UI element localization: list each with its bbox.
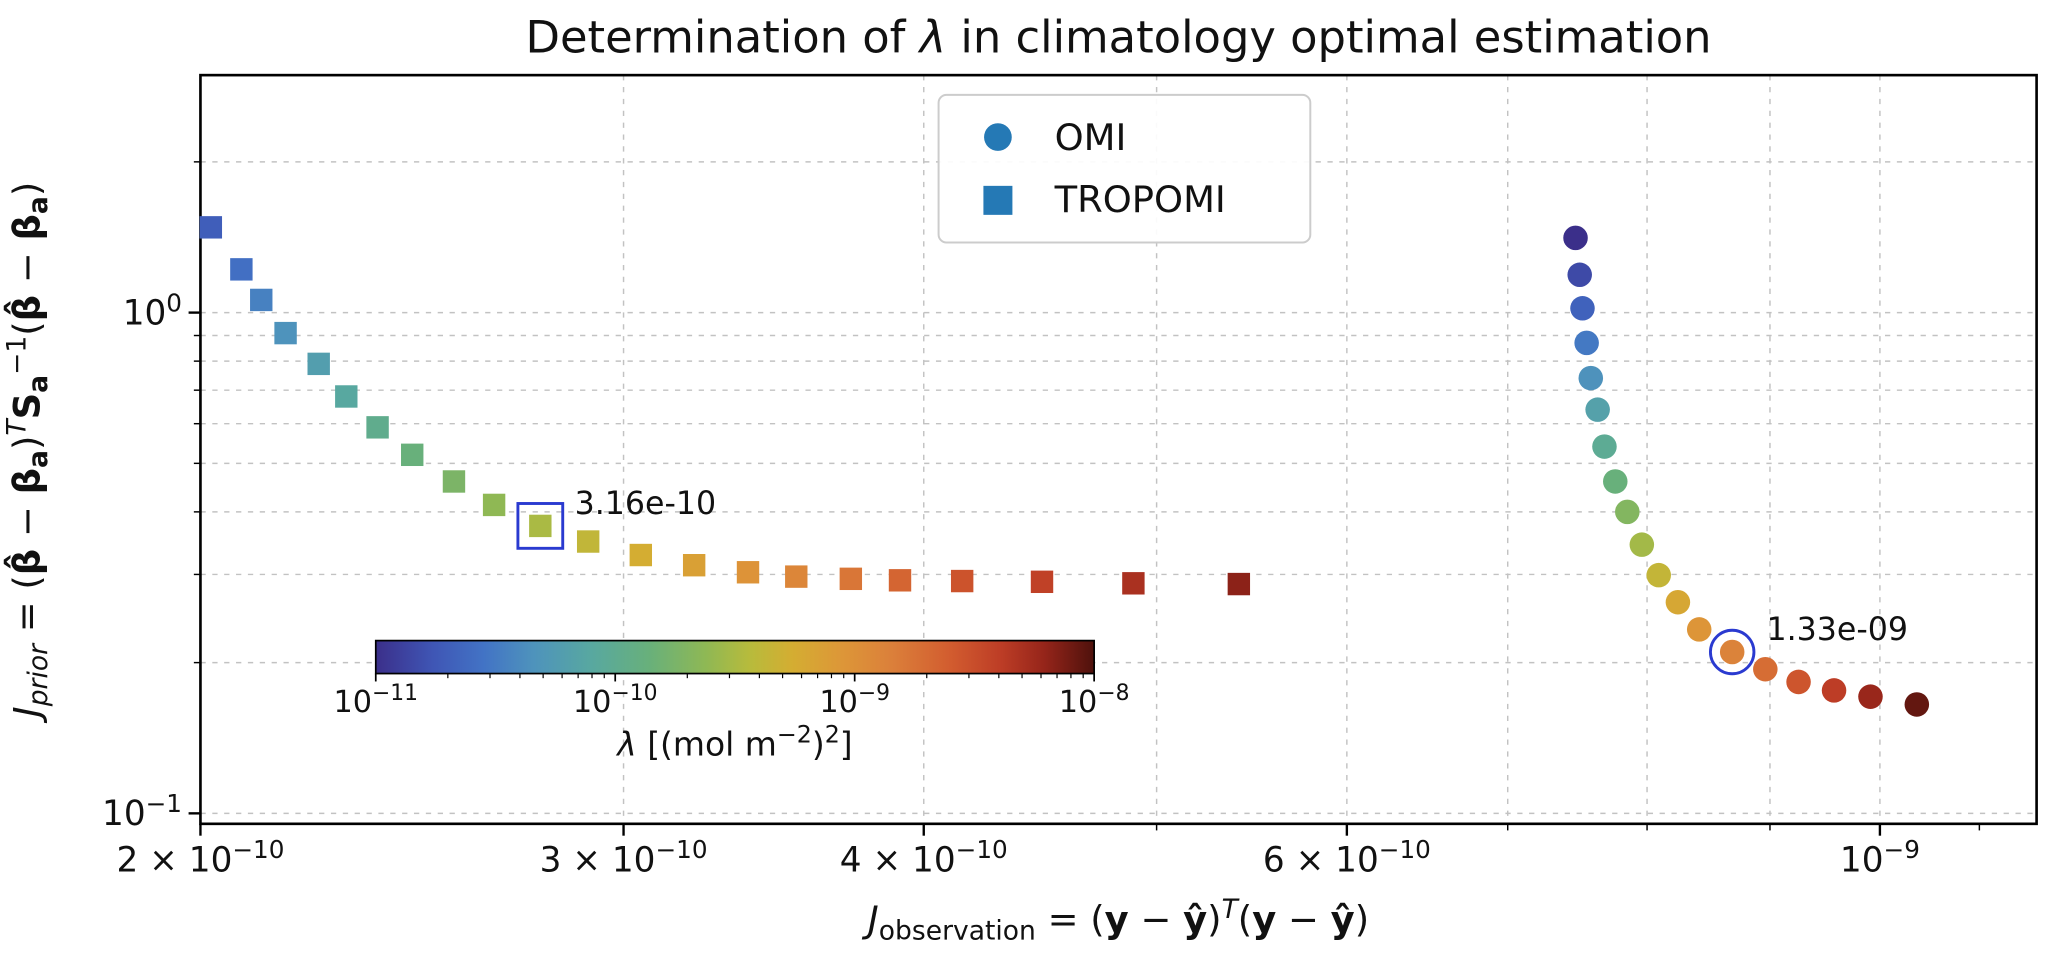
- highlight-circle: [1708, 628, 1756, 676]
- x-tick-label: 3 × 10−10: [540, 835, 708, 880]
- tropomi-point: [482, 493, 506, 517]
- tropomi-point: [576, 530, 600, 553]
- tropomi-point: [335, 385, 358, 408]
- omi-point: [1615, 499, 1640, 525]
- y-axis-label: Jprior = (β̂ − βa)TSa−1(β̂ − βa): [2, 182, 54, 724]
- y-tick-label: 10−1: [102, 789, 182, 834]
- tropomi-point: [839, 567, 863, 591]
- highlight-square: [516, 502, 565, 550]
- tropomi-point: [230, 258, 253, 281]
- legend-label-omi: OMI: [1055, 116, 1127, 159]
- omi-point: [1719, 639, 1745, 665]
- omi-point: [1629, 532, 1655, 557]
- tropomi-point: [250, 288, 273, 312]
- chart-title: Determination of λ in climatology optima…: [525, 11, 1711, 64]
- legend: OMI TROPOMI: [937, 93, 1312, 244]
- omi-point: [1665, 589, 1691, 615]
- x-axis: [199, 823, 1981, 836]
- omi-point: [1904, 692, 1930, 717]
- tropomi-point: [682, 554, 706, 577]
- omi-point: [1570, 296, 1595, 321]
- y-tick-label: 100: [123, 288, 182, 333]
- tropomi-point: [401, 443, 424, 467]
- tropomi-point: [366, 416, 389, 439]
- legend-box: [937, 93, 1312, 244]
- x-tick-label: 10−9: [1840, 835, 1920, 880]
- legend-marker-omi: [984, 123, 1012, 151]
- x-tick-label: 6 × 10−10: [1263, 835, 1431, 880]
- colorbar-gradient: [374, 639, 1095, 675]
- tropomi-point: [307, 352, 330, 376]
- omi-point: [1686, 617, 1712, 642]
- omi-point: [1753, 656, 1778, 682]
- annotation-omi: 1.33e-09: [1708, 612, 1908, 676]
- tropomi-point: [199, 216, 223, 239]
- colorbar-tick-label: 10−9: [819, 681, 890, 720]
- omi-point: [1646, 562, 1671, 588]
- tropomi-point: [1030, 570, 1054, 594]
- omi-point: [1603, 469, 1628, 494]
- tropomi-point: [274, 321, 297, 345]
- plot-frame: [199, 73, 2038, 826]
- tropomi-point: [1122, 572, 1145, 595]
- tropomi-point: [1227, 572, 1251, 596]
- omi-point: [1578, 365, 1604, 391]
- series-tropomi: [199, 216, 1251, 596]
- legend-marker-tropomi: [983, 185, 1013, 215]
- omi-point: [1821, 678, 1847, 703]
- tropomi-point: [529, 514, 552, 538]
- x-tick-label: 2 × 10−10: [116, 835, 284, 880]
- omi-point: [1592, 434, 1617, 459]
- colorbar-tick-label: 10−8: [1059, 681, 1130, 720]
- y-axis: [188, 161, 201, 815]
- omi-point: [1563, 225, 1588, 251]
- x-tick-label: 4 × 10−10: [840, 835, 1008, 880]
- tropomi-point: [785, 565, 808, 588]
- tropomi-point: [888, 569, 912, 592]
- tropomi-point: [950, 569, 974, 593]
- x-axis-label: Jobservation = (y − ŷ)T(y − ŷ): [861, 894, 1369, 946]
- colorbar-tick-label: 10−11: [333, 681, 418, 720]
- omi-point: [1585, 397, 1610, 422]
- tropomi-point: [736, 561, 760, 584]
- omi-point: [1567, 262, 1592, 288]
- colorbar-label: λ [(mol m−2)2]: [615, 721, 852, 764]
- colorbar-tick-label: 10−10: [573, 681, 658, 720]
- legend-label-tropomi: TROPOMI: [1054, 178, 1226, 221]
- annotation-tropomi: 3.16e-10: [516, 486, 717, 550]
- omi-point: [1786, 669, 1811, 695]
- omi-point: [1574, 330, 1599, 356]
- series-omi: [1563, 225, 1930, 717]
- tropomi-point: [442, 470, 466, 493]
- tropomi-point: [629, 543, 653, 567]
- colorbar: 10−11 10−10 10−9 10−8 λ [(mol m−2)2]: [333, 639, 1130, 764]
- annotation-label: 1.33e-09: [1766, 612, 1908, 648]
- omi-point: [1858, 684, 1883, 709]
- annotation-label: 3.16e-10: [575, 486, 717, 522]
